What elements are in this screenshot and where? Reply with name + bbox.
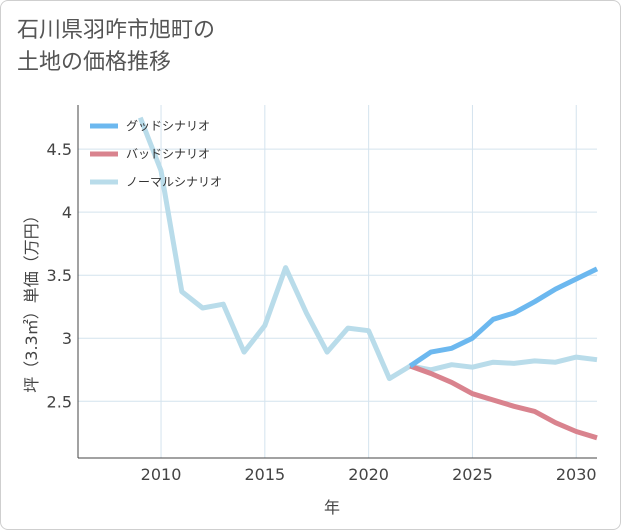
y-tick-label: 2.5 — [47, 392, 72, 411]
y-tick-labels: 2.5 3 3.5 4 4.5 — [47, 140, 72, 411]
chart-title: 石川県羽咋市旭町の 土地の価格推移 — [17, 15, 215, 79]
x-tick-label: 2025 — [452, 465, 493, 484]
y-axis-title: 坪（3.3㎡）単価（万円） — [22, 207, 41, 392]
series-line-normal — [137, 116, 598, 382]
x-tick-label: 2020 — [348, 465, 389, 484]
y-tick-label: 4 — [62, 203, 72, 222]
axes — [77, 105, 597, 459]
x-axis-title: 年 — [324, 498, 340, 517]
chart-title-line-2: 土地の価格推移 — [17, 50, 172, 75]
x-tick-label: 2015 — [244, 465, 285, 484]
series-lines — [137, 116, 599, 441]
legend-label-good: グッドシナリオ — [126, 119, 210, 133]
legend-label-bad: バッドシナリオ — [126, 147, 210, 161]
chart-title-line-1: 石川県羽咋市旭町の — [17, 18, 216, 43]
x-tick-label: 2010 — [141, 465, 182, 484]
x-tick-labels: 2010 2015 2020 2025 2030 — [141, 465, 597, 484]
grid — [78, 105, 597, 458]
x-tick-label: 2030 — [556, 465, 597, 484]
series-line-bad — [409, 363, 598, 441]
y-tick-label: 4.5 — [47, 140, 72, 159]
legend-label-normal: ノーマルシナリオ — [126, 175, 222, 189]
series-line-good — [408, 266, 599, 369]
y-tick-label: 3.5 — [47, 266, 72, 285]
y-tick-label: 3 — [62, 329, 72, 348]
